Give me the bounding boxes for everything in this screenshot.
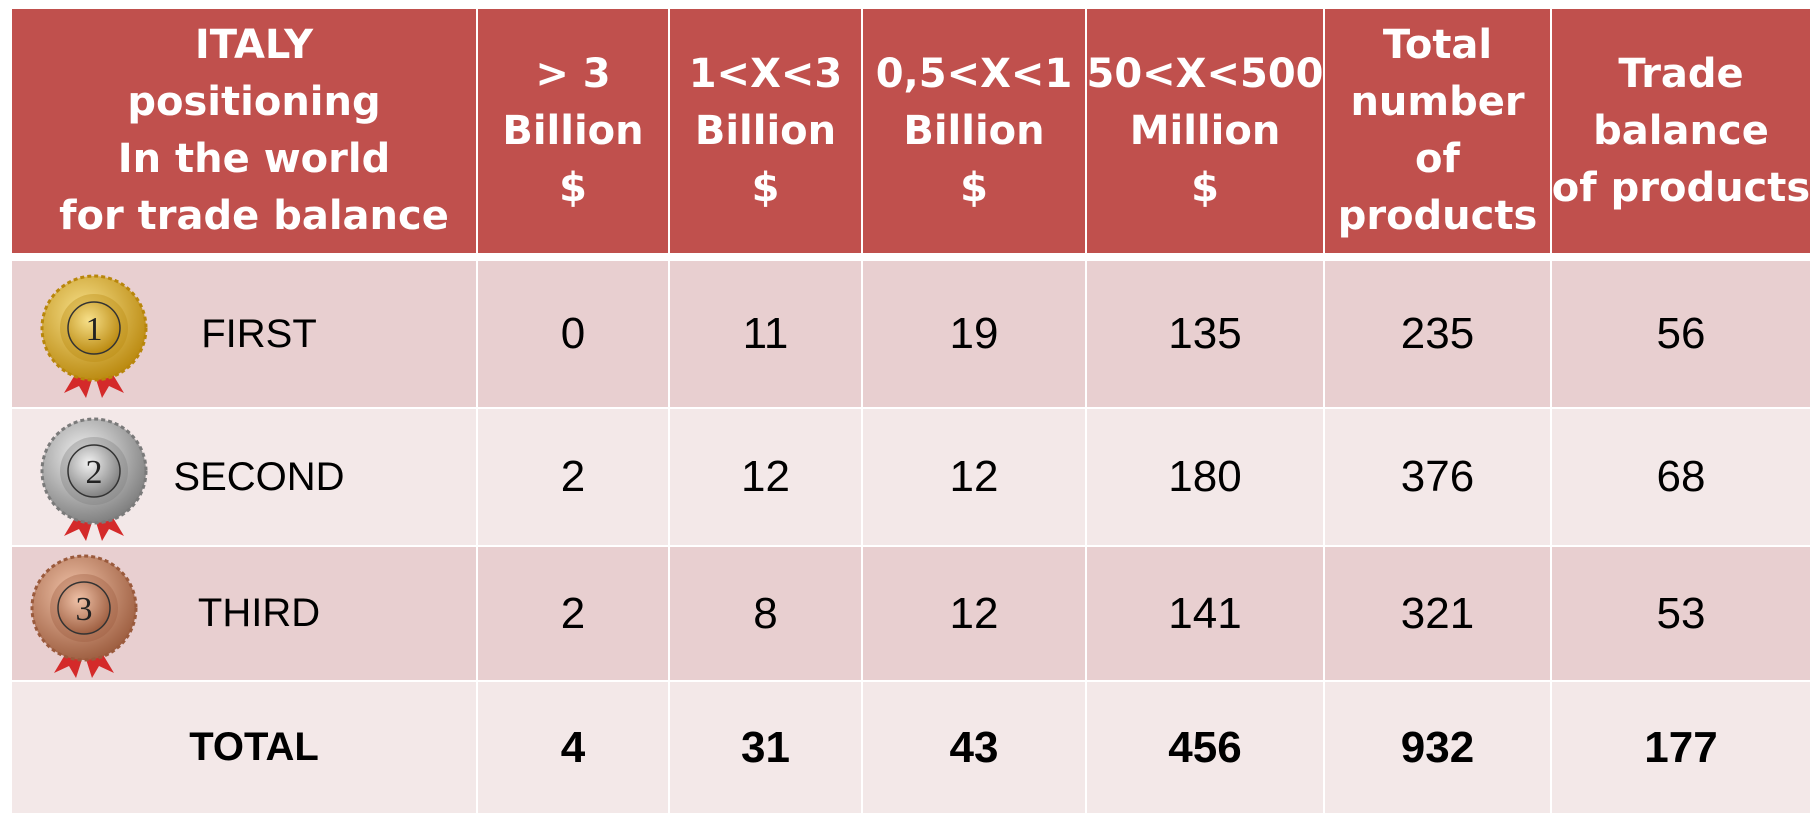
cell-value: 2 [560,588,586,638]
header-cell: ITALY positioning In the world for trade ba… [12,9,476,253]
total-value: 43 [949,722,999,772]
medal-icon: 3 [30,554,138,678]
value-cell: 12 [863,547,1085,680]
rank-label: SECOND [173,454,345,499]
total-cell: 456 [1087,682,1323,813]
cell-value: 8 [753,588,778,638]
header-line: 50<X<500 [1086,50,1324,97]
cell-value: 321 [1400,588,1475,638]
header-line: Billion [903,107,1045,154]
medal-number: 2 [86,454,103,491]
header-line: of products [1551,164,1811,211]
header-cell: 1<X<3 Billion $ [670,9,861,253]
value-cell: 2 [478,547,668,680]
total-value: TOTAL [189,725,319,769]
cell-value: 2 [560,452,586,501]
total-cell: 43 [863,682,1085,813]
cell-value: 56 [1656,309,1706,358]
cell-value: 68 [1656,452,1706,501]
value-cell: 235 [1325,261,1550,407]
cell-value: 376 [1400,452,1475,501]
total-cell: 31 [670,682,861,813]
header-line: for trade balance [59,193,449,239]
header-line: $ [559,164,587,211]
total-value: 4 [560,722,586,772]
header-cell: Trade balance of products [1552,9,1810,253]
header-cell: 50<X<500 Million $ [1086,9,1324,253]
header-line: 0,5<X<1 [875,50,1073,97]
total-value: 456 [1168,722,1242,772]
total-cell: 4 [478,682,668,813]
header-line: Million [1129,107,1281,154]
cell-value: 12 [949,452,999,501]
value-cell: 53 [1552,547,1810,680]
value-cell: 8 [670,547,861,680]
cell-value: 0 [560,309,586,358]
value-cell: 11 [670,261,861,407]
header-line: Trade [1618,50,1744,97]
header-line: number [1350,79,1525,125]
total-value: 31 [741,722,790,772]
value-cell: 2 [478,409,668,545]
header-line: of [1415,136,1460,182]
header-line: ITALY [194,22,314,68]
medal-icon: 1 [40,274,148,398]
header-line: balance [1593,107,1769,154]
total-value: 932 [1400,722,1475,772]
total-value: 177 [1644,722,1718,772]
cell-value: 141 [1168,588,1242,638]
header-cell: 0,5<X<1 Billion $ [863,9,1085,253]
header-line: Billion [694,107,837,154]
cell-value: 19 [949,309,999,358]
cell-value: 53 [1656,588,1706,638]
header-cell: Total number of products [1325,9,1550,253]
cell-value: 12 [949,588,999,638]
medal-number: 3 [76,591,93,628]
header-line: products [1337,193,1538,239]
cell-value: 12 [741,452,790,501]
value-cell: 12 [863,409,1085,545]
value-cell: 376 [1325,409,1550,545]
total-cell: TOTAL [12,682,476,813]
value-cell: 19 [863,261,1085,407]
value-cell: 321 [1325,547,1550,680]
value-cell: 12 [670,409,861,545]
header-line: Billion [502,107,644,154]
medal-number: 1 [86,311,103,348]
cell-value: 135 [1168,309,1242,358]
rank-label: FIRST [201,311,317,356]
value-cell: 180 [1087,409,1323,545]
rank-label: THIRD [197,591,321,635]
value-cell: 56 [1552,261,1810,407]
value-cell: 135 [1087,261,1323,407]
header-line: $ [1191,164,1219,211]
header-line: positioning [127,79,381,125]
header-line: > 3 [535,50,611,97]
total-cell: 177 [1552,682,1810,813]
header-cell: > 3 Billion $ [478,9,668,253]
header-line: $ [960,164,988,211]
header-line: In the world [117,136,391,182]
header-line: 1<X<3 [688,50,843,97]
total-cell: 932 [1325,682,1550,813]
cell-value: 235 [1400,309,1475,358]
cell-value: 180 [1168,452,1242,501]
header-line: $ [751,164,780,211]
header-line: Total [1382,22,1493,68]
value-cell: 0 [478,261,668,407]
value-cell: 68 [1552,409,1810,545]
medal-icon: 2 [40,417,148,541]
cell-value: 11 [742,309,789,358]
value-cell: 141 [1087,547,1323,680]
